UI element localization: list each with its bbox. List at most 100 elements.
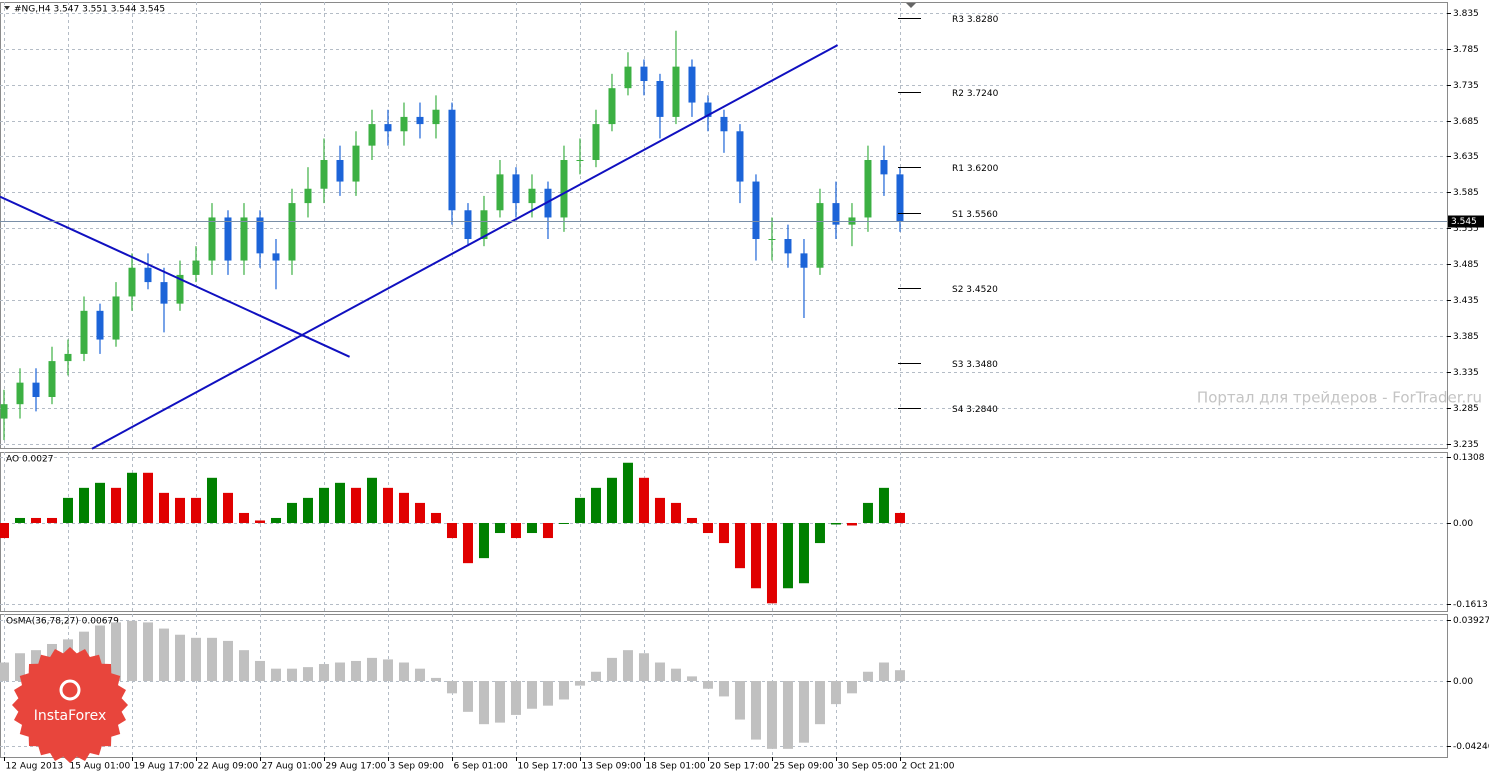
histogram-bar xyxy=(398,662,409,681)
logo-badge xyxy=(12,647,128,763)
histogram-bar xyxy=(766,522,777,604)
histogram-bar xyxy=(46,517,57,523)
histogram-bar xyxy=(702,680,713,689)
histogram-bar xyxy=(206,637,217,681)
histogram-bar xyxy=(782,680,793,749)
histogram-bar xyxy=(718,522,729,544)
y-tick-label: 0.00 xyxy=(1453,519,1473,529)
y-tick-label: 3.785 xyxy=(1453,45,1479,55)
histogram-bar xyxy=(558,522,569,524)
candle-body xyxy=(688,66,696,103)
histogram-bar xyxy=(446,680,457,694)
x-tick-label: 15 Aug 01:00 xyxy=(70,762,131,772)
panel-title: #NG,H4 3.547 3.551 3.544 3.545 xyxy=(14,5,165,15)
candle-body xyxy=(400,116,408,132)
histogram-bar xyxy=(430,677,441,681)
y-tick-label: -0.1613 xyxy=(1453,600,1488,610)
histogram-bar xyxy=(558,680,569,700)
histogram-bar xyxy=(110,487,121,523)
panel-frame xyxy=(0,2,1448,449)
candle-body xyxy=(528,188,536,204)
histogram-bar xyxy=(190,497,201,523)
histogram-bar xyxy=(126,472,137,523)
histogram-bar xyxy=(510,680,521,715)
histogram-bar xyxy=(542,522,553,539)
x-tick-label: 10 Sep 17:00 xyxy=(518,762,578,772)
y-tick-label: 0.00 xyxy=(1453,677,1473,687)
histogram-bar xyxy=(158,492,169,523)
candle-body xyxy=(624,66,632,89)
candle-body xyxy=(288,203,296,261)
histogram-bar xyxy=(366,477,377,523)
histogram-bar xyxy=(270,517,281,523)
candle-body xyxy=(784,239,792,254)
x-tick-label: 29 Aug 17:00 xyxy=(326,762,387,772)
histogram-bar xyxy=(478,522,489,559)
x-tick-label: 13 Sep 09:00 xyxy=(582,762,642,772)
y-tick-label: 0.03927 xyxy=(1453,616,1489,626)
histogram-bar xyxy=(0,522,9,539)
histogram-bar xyxy=(638,653,649,681)
y-tick-label: 3.435 xyxy=(1453,296,1479,306)
y-tick-label: 3.835 xyxy=(1453,9,1479,19)
histogram-bar xyxy=(382,659,393,681)
histogram-bar xyxy=(862,502,873,523)
histogram-bar xyxy=(798,522,809,584)
x-tick-label: 3 Sep 09:00 xyxy=(390,762,445,772)
histogram-bar xyxy=(94,482,105,523)
histogram-bar xyxy=(78,487,89,523)
y-tick-label: 3.535 xyxy=(1453,224,1479,234)
histogram-bar xyxy=(574,680,585,686)
y-tick-label: 3.335 xyxy=(1453,368,1479,378)
candle-body xyxy=(592,124,600,161)
y-tick-label: -0.04246 xyxy=(1453,742,1489,752)
candle-body xyxy=(448,109,456,211)
candle-body xyxy=(256,217,264,254)
histogram-bar xyxy=(878,487,889,523)
candle-body xyxy=(576,160,584,162)
histogram-bar xyxy=(590,487,601,523)
histogram-bar xyxy=(142,472,153,523)
candle-body xyxy=(0,404,8,419)
histogram-bar xyxy=(590,671,601,681)
histogram-bar xyxy=(878,662,889,681)
histogram-bar xyxy=(686,517,697,523)
histogram-bar xyxy=(526,680,537,709)
candle-body xyxy=(416,116,424,125)
histogram-bar xyxy=(142,622,153,681)
histogram-bar xyxy=(62,497,73,523)
histogram-bar xyxy=(606,657,617,681)
histogram-bar xyxy=(670,668,681,681)
candle-body xyxy=(352,145,360,182)
pivot-label: S2 3.4520 xyxy=(952,285,998,295)
candle-body xyxy=(128,267,136,297)
candle-body xyxy=(800,253,808,268)
histogram-bar xyxy=(238,650,249,681)
histogram-bar xyxy=(670,502,681,523)
histogram-bar xyxy=(414,502,425,523)
histogram-bar xyxy=(254,660,265,681)
pivot-label: S4 3.2840 xyxy=(952,405,998,415)
candle-body xyxy=(208,217,216,261)
histogram-bar xyxy=(574,497,585,523)
histogram-bar xyxy=(622,650,633,681)
candle-body xyxy=(112,296,120,340)
x-tick-label: 19 Aug 17:00 xyxy=(134,762,195,772)
candle-body xyxy=(816,203,824,268)
histogram-bar xyxy=(30,517,41,523)
histogram-bar xyxy=(350,660,361,681)
y-tick-label: 3.485 xyxy=(1453,260,1479,270)
histogram-bar xyxy=(398,492,409,523)
histogram-bar xyxy=(286,502,297,523)
histogram-bar xyxy=(446,522,457,539)
trend-line xyxy=(91,44,839,450)
candle-body xyxy=(96,310,104,340)
y-tick-label: 3.285 xyxy=(1453,404,1479,414)
candle-body xyxy=(640,66,648,82)
histogram-bar xyxy=(846,522,857,526)
histogram-bar xyxy=(430,512,441,523)
candle-body xyxy=(432,109,440,125)
candle-body xyxy=(768,239,776,241)
